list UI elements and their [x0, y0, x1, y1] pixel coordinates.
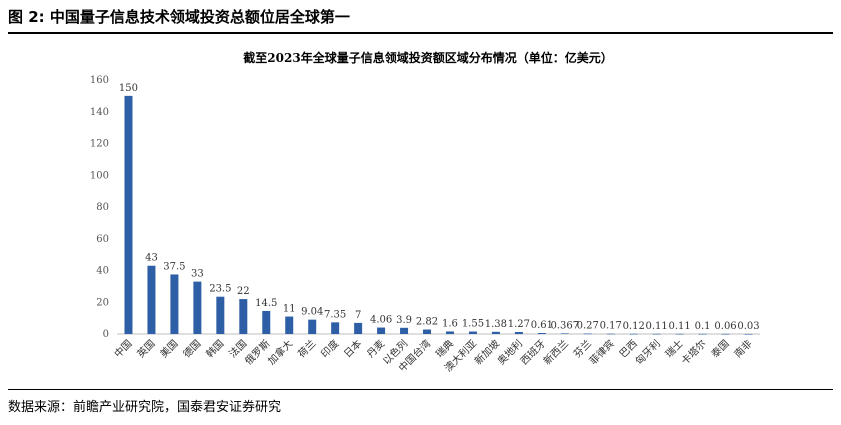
bar	[514, 331, 523, 334]
bar	[400, 327, 409, 334]
bar	[423, 329, 432, 334]
bar	[698, 333, 707, 335]
bar	[262, 310, 271, 334]
data-label: 1.6	[442, 318, 458, 329]
bar	[377, 327, 386, 334]
data-label: 0.12	[623, 321, 645, 332]
x-tick-label: 匈牙利	[632, 337, 662, 367]
bar	[331, 322, 340, 334]
x-tick-label: 德国	[180, 337, 203, 360]
x-tick-label: 新西兰	[541, 337, 571, 367]
y-tick-label: 0	[103, 329, 109, 340]
bar	[721, 333, 730, 335]
data-label: 0.11	[646, 321, 668, 332]
data-label: 23.5	[209, 284, 231, 295]
data-label: 1.38	[485, 319, 507, 330]
y-tick-label: 100	[90, 170, 109, 181]
bar	[652, 333, 661, 335]
data-label: 150	[119, 83, 138, 94]
bar	[491, 331, 500, 334]
x-tick-label: 印度	[318, 337, 341, 360]
data-label: 4.06	[370, 315, 392, 326]
data-label: 0.06	[714, 321, 736, 332]
data-label: 0.27	[577, 321, 599, 332]
x-tick-label: 新加坡	[472, 337, 502, 367]
bar	[583, 333, 592, 335]
axes: 0 20 40 60 80 100 120 140 160	[90, 75, 760, 340]
x-tick-label: 美国	[157, 337, 180, 360]
x-tick-label: 俄罗斯	[242, 337, 272, 367]
data-label: 7.35	[324, 309, 346, 320]
bar-chart: 截至2023年全球量子信息领域投资额区域分布情况（单位：亿美元） 0 20 40 60…	[90, 50, 760, 374]
data-label: 11	[283, 304, 296, 315]
data-label: 2.82	[416, 317, 438, 328]
data-label: 3.9	[396, 315, 412, 326]
bar	[216, 296, 225, 334]
bars	[124, 95, 753, 335]
bar	[147, 265, 156, 334]
data-label: 1.55	[462, 319, 484, 330]
x-tick-label: 奥地利	[495, 337, 525, 367]
bar	[744, 333, 753, 335]
x-tick-label: 日本	[341, 337, 364, 360]
x-tick-label: 泰国	[708, 337, 731, 360]
x-tick-label: 英国	[134, 337, 157, 360]
x-tick-label: 卡塔尔	[678, 337, 708, 367]
bar	[124, 95, 133, 334]
data-label: 0.367	[550, 320, 579, 331]
y-tick-label: 20	[96, 297, 109, 308]
figure-title: 图 2: 中国量子信息技术领域投资总额位居全球第一	[8, 8, 350, 26]
bar	[468, 331, 477, 334]
x-tick-label: 中国	[111, 337, 134, 360]
y-tick-label: 80	[96, 202, 109, 213]
bar	[285, 316, 294, 334]
x-tick-label: 荷兰	[295, 337, 318, 360]
y-tick-label: 120	[90, 139, 109, 150]
data-label: 0.1	[695, 321, 711, 332]
y-tick-label: 160	[90, 75, 109, 86]
bar	[445, 331, 454, 334]
bar	[606, 333, 615, 335]
y-tick-label: 40	[96, 266, 109, 277]
bottom-rule	[8, 389, 833, 390]
data-label: 37.5	[163, 261, 185, 272]
bar	[308, 319, 317, 334]
data-label: 33	[191, 269, 204, 280]
bar	[193, 281, 202, 334]
data-label: 0.17	[600, 321, 622, 332]
bar	[170, 274, 179, 334]
bar	[239, 299, 248, 334]
bar	[629, 333, 638, 335]
data-label: 7	[355, 310, 361, 321]
data-label: 1.27	[508, 319, 530, 330]
data-label: 0.61	[531, 320, 553, 331]
data-label: 22	[237, 286, 250, 297]
bar	[537, 333, 546, 334]
bar	[675, 333, 684, 335]
x-tick-label: 菲律宾	[586, 337, 616, 367]
value-labels: 150 43 37.5 33 23.5 22 14.5 11 9.04 7.35 7 4.06 3.9 2…	[119, 83, 760, 332]
bar	[354, 322, 363, 334]
x-tick-label: 西班牙	[518, 338, 548, 368]
x-tick-label: 南非	[731, 337, 754, 360]
top-rule	[8, 32, 833, 34]
data-label: 9.04	[301, 307, 323, 318]
chart-title: 截至2023年全球量子信息领域投资额区域分布情况（单位：亿美元）	[243, 50, 612, 65]
bar	[560, 333, 569, 335]
data-label: 43	[145, 253, 158, 264]
data-label: 0.03	[737, 321, 759, 332]
data-label: 14.5	[255, 298, 277, 309]
y-tick-label: 140	[90, 107, 109, 118]
x-tick-label: 加拿大	[265, 337, 295, 367]
source-note: 数据来源：前瞻产业研究院，国泰君安证券研究	[8, 400, 282, 415]
x-tick-label: 韩国	[203, 337, 226, 360]
y-tick-label: 60	[96, 234, 109, 245]
data-label: 0.11	[668, 321, 690, 332]
